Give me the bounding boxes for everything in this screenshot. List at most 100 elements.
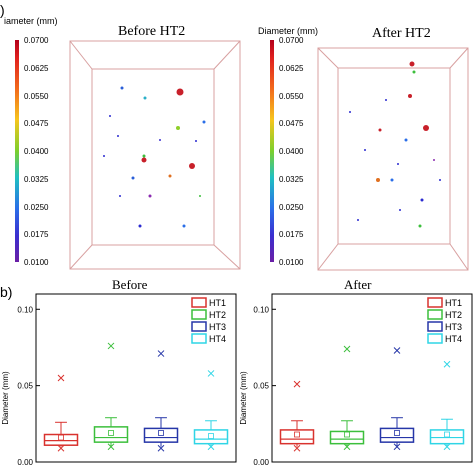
colorbar-tick-label: 0.0100 xyxy=(279,258,304,267)
after-ht2-title: After HT2 xyxy=(372,26,431,41)
legend-swatch xyxy=(427,309,443,320)
max-marker xyxy=(443,360,451,368)
pore-dot xyxy=(141,157,147,163)
box-ht3 xyxy=(379,347,415,451)
colorbar-left xyxy=(15,40,19,262)
pore-dot xyxy=(109,115,111,117)
box-ht2 xyxy=(329,345,365,451)
legend-swatch xyxy=(427,297,443,308)
pore-dot xyxy=(176,88,184,96)
legend-label: HT3 xyxy=(209,322,226,332)
box-ht4 xyxy=(429,360,465,451)
colorbar-tick-label: 0.0325 xyxy=(24,174,49,184)
box-iqr xyxy=(279,429,315,445)
pore-dot xyxy=(199,195,201,197)
box-iqr xyxy=(429,429,465,445)
legend-label: HT3 xyxy=(445,322,462,332)
box-iqr xyxy=(43,433,79,446)
colorbar-tick-label: 0.0325 xyxy=(279,174,304,184)
y-tick-label: 0.10 xyxy=(253,305,269,314)
box-iqr xyxy=(193,429,229,445)
colorbar-tick-label: 0.0475 xyxy=(279,119,304,129)
pore-dot xyxy=(202,120,206,124)
colorbar-tick-label: 0.0100 xyxy=(24,258,49,267)
box-iqr xyxy=(329,430,365,445)
min-marker xyxy=(293,444,301,452)
min-marker xyxy=(343,443,351,451)
max-marker xyxy=(157,350,165,357)
colorbar-tick-label: 0.0175 xyxy=(279,230,304,240)
box-ht3 xyxy=(143,350,179,452)
y-tick-label: 0.10 xyxy=(17,305,33,314)
pore-dot xyxy=(390,178,394,182)
pore-dot xyxy=(409,61,415,67)
min-marker xyxy=(157,444,165,452)
min-marker xyxy=(107,443,115,451)
pore-dot xyxy=(189,163,195,169)
y-axis-label: Diameter (mm) xyxy=(1,371,10,425)
legend-swatch xyxy=(191,333,207,344)
boxplot-before: 0.00 0.05 0.10 Diameter (mm) HT1 HT2 HT3 HT4 xyxy=(1,293,237,467)
pore-dot xyxy=(119,195,121,197)
mean-marker xyxy=(344,431,350,438)
pore-dot xyxy=(195,140,197,142)
pore-dot xyxy=(420,198,424,202)
legend-label: HT1 xyxy=(445,298,462,308)
colorbar-title-right: Diameter (mm) xyxy=(258,26,318,36)
colorbar-tick-label: 0.0250 xyxy=(24,202,49,212)
colorbar-right xyxy=(270,40,274,262)
colorbar-right-ticks: 0.0700 0.0625 0.0550 0.0475 0.0400 0.0325 0.02… xyxy=(279,36,319,267)
plot-frame xyxy=(271,293,473,463)
colorbar-tick-label: 0.0175 xyxy=(24,230,49,240)
render-after-ht2 xyxy=(317,47,469,271)
chart-after-title: After xyxy=(344,277,372,292)
pore-dot xyxy=(159,139,161,141)
max-marker xyxy=(57,374,65,382)
pore-dot xyxy=(378,128,382,132)
min-marker xyxy=(207,443,215,451)
box-iqr xyxy=(143,427,179,443)
colorbar-tick-label: 0.0400 xyxy=(24,147,49,156)
y-tick-label: 0.00 xyxy=(17,458,33,467)
pore-dot xyxy=(143,96,147,100)
before-ht2-title: Before HT2 xyxy=(118,24,186,39)
chart-before-title: Before xyxy=(112,277,148,292)
mean-marker xyxy=(158,430,164,436)
legend-label: HT4 xyxy=(445,334,462,344)
min-marker xyxy=(443,443,451,451)
legend-swatch xyxy=(427,321,443,332)
max-marker xyxy=(393,347,401,354)
legend-label: HT2 xyxy=(445,310,462,320)
colorbar-title-left: iameter (mm) xyxy=(4,16,58,26)
colorbar-tick-label: 0.0400 xyxy=(279,147,304,156)
pore-dot xyxy=(120,86,124,90)
pore-dot xyxy=(357,219,359,221)
colorbar-tick-label: 0.0700 xyxy=(279,36,304,45)
mean-marker xyxy=(58,434,64,441)
panel-a-letter: ) xyxy=(0,2,5,18)
pore-dot xyxy=(439,179,441,181)
mean-marker xyxy=(208,433,214,439)
pore-dot xyxy=(138,224,142,228)
mean-marker xyxy=(444,431,450,438)
panel-b-letter: b) xyxy=(0,284,13,300)
pore-dot xyxy=(399,209,401,211)
pore-dot xyxy=(433,159,435,161)
legend-swatch xyxy=(427,333,443,344)
box-iqr xyxy=(93,426,129,443)
pore-dot xyxy=(182,224,186,228)
colorbar-left-ticks: 0.0700 0.0625 0.0550 0.0475 0.0400 0.0325 0.02… xyxy=(24,36,64,267)
max-marker xyxy=(107,342,115,350)
box-ht2 xyxy=(93,342,129,451)
pore-dot xyxy=(117,135,119,137)
pore-dot xyxy=(103,155,105,157)
y-tick-label: 0.05 xyxy=(17,382,33,391)
box-ht1 xyxy=(43,374,79,452)
pore-dot xyxy=(349,111,351,113)
min-marker xyxy=(57,444,65,452)
pore-dot xyxy=(397,163,399,165)
max-marker xyxy=(343,345,351,353)
y-tick-label: 0.00 xyxy=(253,458,269,467)
render-before-ht2 xyxy=(69,40,241,270)
min-marker xyxy=(393,443,401,451)
